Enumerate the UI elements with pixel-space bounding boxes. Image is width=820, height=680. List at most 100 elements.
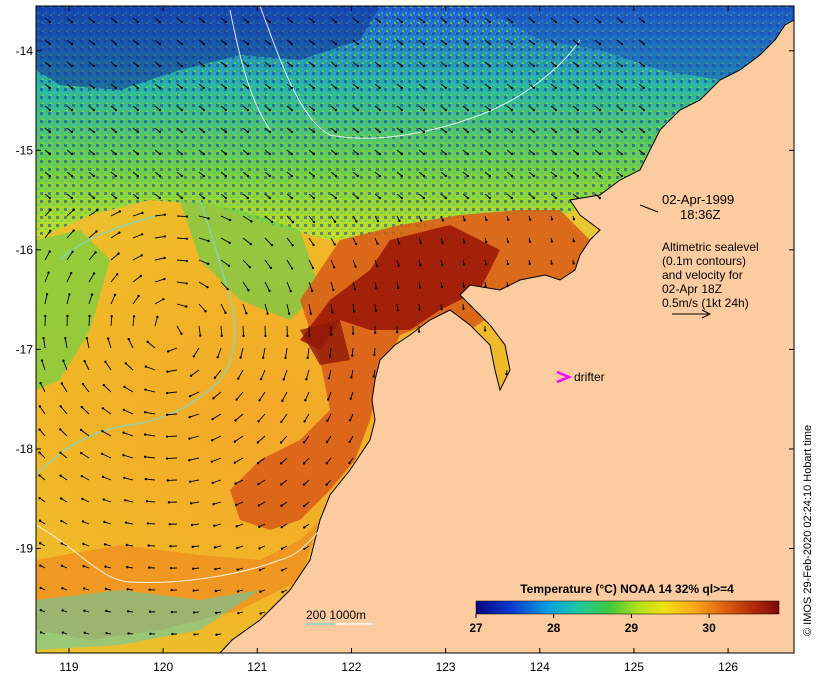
velocity-arrow-head	[206, 285, 209, 289]
velocity-arrow-head	[312, 108, 315, 112]
velocity-arrow-head	[215, 633, 218, 636]
velocity-arrow-head	[325, 483, 328, 486]
velocity-arrow-head	[165, 457, 169, 460]
velocity-arrow	[211, 457, 222, 463]
velocity-arrow-head	[400, 174, 403, 178]
velocity-arrow-head	[202, 108, 205, 112]
velocity-arrow-head	[268, 108, 271, 112]
velocity-arrow	[40, 382, 46, 393]
velocity-arrow-head	[61, 631, 65, 634]
velocity-arrow-head	[213, 376, 217, 379]
velocity-arrow-head	[258, 525, 261, 529]
velocity-arrow-head	[282, 378, 285, 381]
velocity-arrow	[80, 429, 90, 437]
velocity-arrow	[167, 391, 178, 394]
velocity-arrow-head	[118, 210, 122, 213]
velocity-arrow	[147, 341, 156, 349]
velocity-arrow-head	[246, 108, 249, 112]
velocity-arrow-head	[268, 130, 271, 134]
velocity-arrow-head	[144, 365, 148, 368]
velocity-arrow-head	[234, 482, 237, 485]
velocity-arrow-head	[237, 377, 240, 380]
velocity-arrow-head	[158, 64, 161, 68]
velocity-arrow	[123, 454, 134, 459]
velocity-arrow-head	[466, 20, 469, 24]
velocity-arrow-head	[140, 233, 144, 236]
velocity-arrow-head	[306, 356, 309, 359]
date-label: 02-Apr-1999	[662, 192, 734, 207]
velocity-arrow	[88, 231, 97, 239]
velocity-arrow	[352, 281, 356, 290]
velocity-arrow-head	[444, 130, 447, 134]
velocity-arrow	[145, 389, 156, 393]
velocity-arrow-head	[373, 331, 377, 334]
velocity-arrow-head	[302, 462, 306, 465]
velocity-arrow	[66, 251, 73, 261]
velocity-arrow-head	[598, 86, 601, 90]
velocity-arrow	[212, 413, 222, 420]
velocity-arrow-head	[312, 174, 315, 178]
velocity-arrow-head	[110, 314, 113, 318]
velocity-arrow-head	[576, 108, 579, 112]
velocity-arrow-head	[356, 64, 359, 68]
velocity-arrow-head	[356, 196, 359, 200]
velocity-arrow-head	[598, 42, 601, 46]
velocity-arrow-head	[528, 240, 532, 243]
velocity-arrow-head	[158, 152, 161, 156]
velocity-arrow	[110, 232, 120, 239]
velocity-arrow-head	[40, 359, 44, 362]
velocity-arrow-head	[61, 586, 64, 590]
velocity-arrow-head	[444, 108, 447, 112]
velocity-arrow	[220, 237, 230, 244]
velocity-arrow	[214, 369, 222, 379]
velocity-arrow	[264, 215, 273, 223]
velocity-arrow	[105, 361, 112, 371]
velocity-arrow-head	[304, 399, 307, 402]
velocity-arrow-head	[483, 329, 487, 332]
velocity-arrow	[145, 456, 156, 459]
velocity-arrow-head	[72, 208, 75, 212]
velocity-arrow-head	[422, 64, 425, 68]
velocity-arrow-head	[279, 441, 283, 444]
velocity-arrow-head	[642, 86, 645, 90]
velocity-arrow	[41, 360, 46, 371]
velocity-arrow-head	[145, 500, 149, 503]
velocity-arrow-head	[289, 289, 292, 293]
velocity-arrow-head	[158, 130, 161, 134]
velocity-arrow-head	[554, 174, 557, 178]
lon-tick-label: 126	[718, 660, 738, 674]
velocity-arrow	[235, 413, 244, 421]
velocity-arrow	[132, 212, 143, 217]
velocity-arrow-head	[188, 416, 191, 419]
velocity-arrow-head	[180, 20, 183, 24]
lon-tick-label: 120	[153, 660, 173, 674]
velocity-arrow-head	[70, 108, 74, 112]
velocity-arrow-head	[143, 455, 147, 459]
velocity-arrow-head	[124, 499, 127, 502]
velocity-arrow-head	[202, 86, 205, 90]
velocity-arrow-head	[48, 250, 51, 253]
velocity-arrow-head	[156, 315, 159, 319]
velocity-arrow-head	[68, 293, 71, 296]
velocity-arrow-head	[488, 64, 491, 68]
velocity-arrow-head	[309, 312, 312, 315]
velocity-arrow-head	[620, 174, 623, 178]
velocity-arrow-head	[256, 461, 260, 465]
velocity-arrow	[167, 347, 178, 352]
sealevel-contours	[35, 5, 581, 583]
velocity-arrow-head	[290, 20, 293, 24]
velocity-arrow-head	[144, 388, 147, 391]
velocity-arrow-head	[280, 525, 283, 529]
velocity-arrow-head	[312, 64, 315, 68]
velocity-arrow	[145, 411, 156, 415]
velocity-arrow-head	[302, 504, 306, 508]
velocity-arrow-head	[38, 542, 42, 545]
velocity-arrow-head	[400, 42, 403, 46]
velocity-arrow-head	[287, 312, 291, 315]
velocity-arrow-head	[375, 264, 379, 268]
velocity-arrow-head	[59, 428, 62, 431]
velocity-arrow	[176, 259, 187, 262]
velocity-arrow-head	[532, 196, 535, 200]
velocity-arrow	[308, 303, 312, 314]
velocity-arrow	[307, 347, 310, 358]
